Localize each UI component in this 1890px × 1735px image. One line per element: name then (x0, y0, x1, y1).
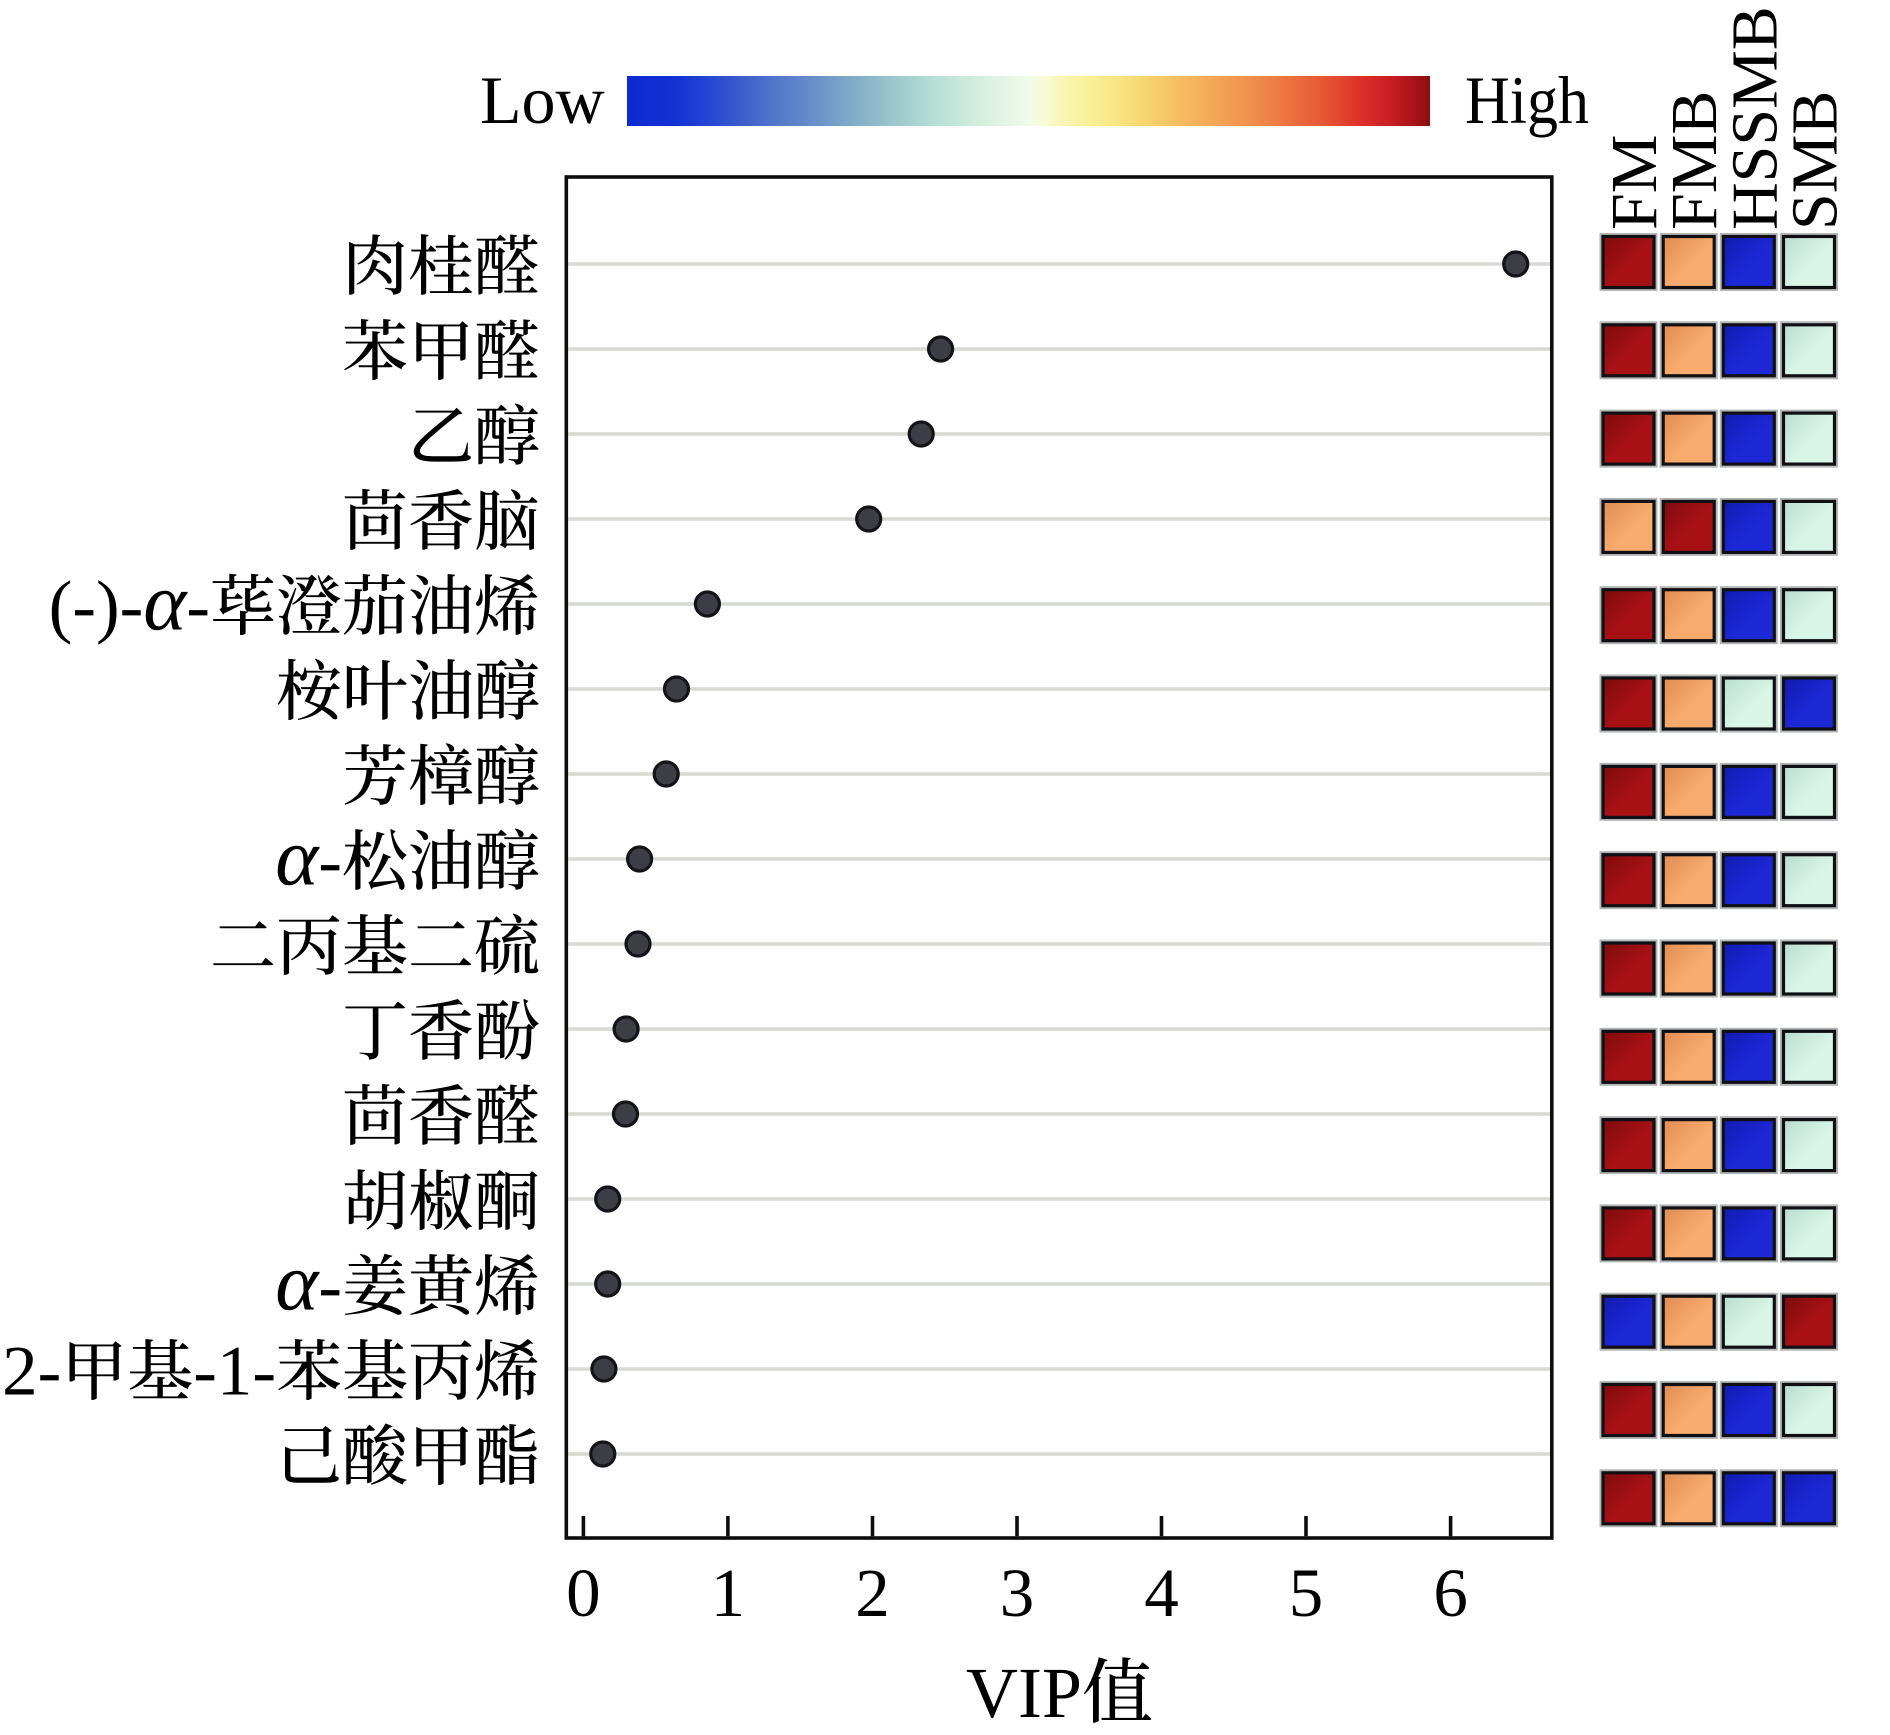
svg-text:3: 3 (1000, 1555, 1035, 1631)
svg-text:1: 1 (711, 1555, 746, 1631)
svg-text:High: High (1465, 62, 1589, 138)
svg-text:SMB: SMB (1779, 91, 1852, 230)
svg-text:2: 2 (855, 1555, 890, 1631)
svg-text:4: 4 (1144, 1555, 1179, 1631)
svg-text:6: 6 (1433, 1555, 1468, 1631)
svg-text:0: 0 (566, 1555, 601, 1631)
svg-text:5: 5 (1289, 1555, 1324, 1631)
svg-text:Low: Low (480, 62, 605, 138)
svg-text:HSSMB: HSSMB (1718, 6, 1791, 230)
svg-text:FMB: FMB (1658, 91, 1731, 230)
svg-text:FM: FM (1598, 135, 1671, 230)
